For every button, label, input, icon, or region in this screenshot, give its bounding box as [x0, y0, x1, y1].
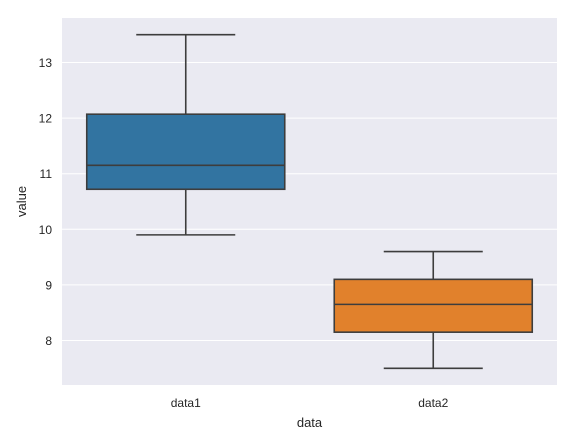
y-tick-label: 8 — [45, 334, 52, 348]
y-tick-label: 12 — [39, 112, 53, 126]
x-axis-ticks: data1 data2 — [171, 396, 449, 410]
y-axis-ticks: 8 9 10 11 12 13 — [39, 56, 53, 348]
x-tick-label: data2 — [418, 396, 448, 410]
y-tick-label: 13 — [39, 56, 53, 70]
box-iqr — [333, 278, 534, 333]
x-tick-label: data1 — [171, 396, 201, 410]
y-tick-label: 9 — [45, 278, 52, 292]
box-iqr — [85, 113, 286, 191]
x-axis-label: data — [297, 415, 323, 430]
boxes — [85, 33, 534, 370]
y-axis-label: value — [14, 186, 29, 217]
y-tick-label: 10 — [39, 223, 53, 237]
y-tick-label: 11 — [40, 167, 53, 181]
box-data2 — [333, 250, 534, 370]
box-data1 — [85, 33, 286, 236]
